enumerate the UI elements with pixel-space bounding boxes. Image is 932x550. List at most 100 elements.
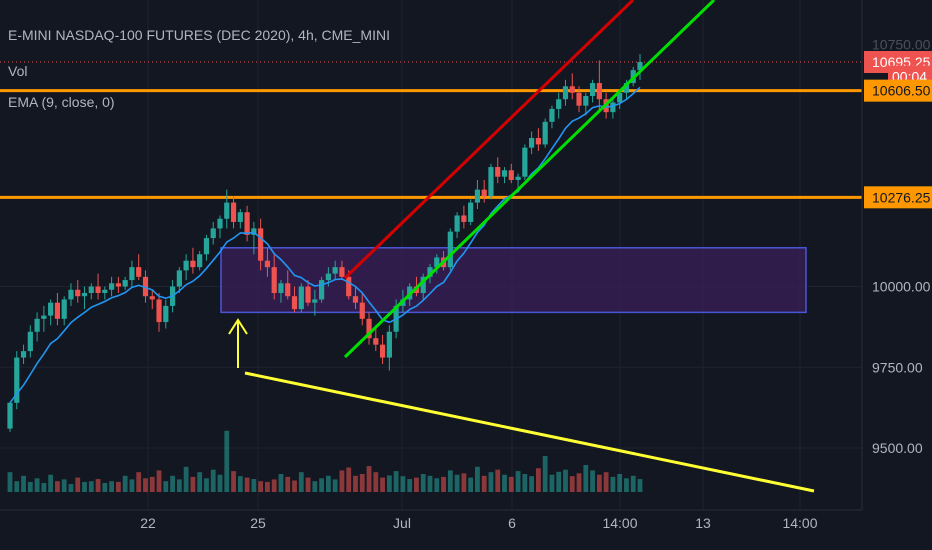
- candle-body: [27, 331, 33, 352]
- volume-bar: [41, 483, 47, 492]
- volume-bar: [231, 471, 236, 492]
- volume-bar: [447, 470, 453, 492]
- candle-body: [115, 283, 121, 287]
- volume-bar: [143, 478, 148, 492]
- price-tick-label: 9750.00: [872, 359, 923, 375]
- volume-bar: [244, 477, 250, 492]
- volume-bar: [522, 474, 528, 492]
- candle-body: [474, 189, 481, 203]
- volume-bar: [82, 481, 87, 492]
- volume-bar: [400, 476, 406, 492]
- candle-body: [7, 402, 13, 429]
- volume-bar: [102, 483, 108, 492]
- volume-bar: [136, 472, 142, 492]
- candle-body: [75, 289, 81, 297]
- level-price-label: 10606.50: [872, 83, 931, 99]
- volume-bar: [14, 481, 20, 492]
- candle-body: [623, 83, 630, 93]
- volume-bar: [204, 478, 209, 492]
- candle-body: [224, 202, 230, 219]
- price-tick-label: 10750.00: [872, 36, 931, 52]
- candle-body: [325, 273, 331, 281]
- ema-indicator-label[interactable]: EMA (9, close, 0): [8, 94, 115, 110]
- volume-bar: [502, 474, 507, 492]
- candle-body: [142, 276, 149, 297]
- volume-bar: [55, 481, 60, 492]
- candle-body: [583, 95, 589, 106]
- volume-bar: [427, 475, 433, 492]
- volume-bar: [495, 469, 501, 492]
- volume-bar: [217, 474, 223, 492]
- candle-body: [285, 283, 291, 297]
- volume-bar: [332, 479, 338, 492]
- trend-drawings[interactable]: [228, 0, 815, 493]
- volume-bar: [590, 470, 595, 492]
- candle-body: [637, 62, 643, 71]
- volume-bar: [549, 474, 555, 492]
- level-price-label-bg: [864, 186, 932, 209]
- volume-bar: [535, 468, 541, 492]
- candle-body: [217, 218, 223, 229]
- volume-bar: [129, 479, 135, 492]
- time-tick-label: 6: [508, 515, 516, 531]
- volume-bar: [109, 481, 115, 492]
- volume-bar: [75, 477, 81, 492]
- candle-body: [549, 108, 555, 122]
- volume-bar: [170, 475, 175, 492]
- candle-body: [556, 99, 562, 109]
- volume-indicator-label[interactable]: Vol: [8, 63, 28, 79]
- candle-body: [230, 202, 237, 222]
- volume-bar: [115, 481, 121, 492]
- volume-bar: [176, 479, 182, 492]
- volume-bar: [475, 466, 480, 492]
- candle-body: [495, 167, 501, 177]
- candle-body: [596, 83, 602, 100]
- volume-bar: [251, 479, 257, 492]
- time-axis[interactable]: 22 25 Jul 6 14:00 13 14:00: [140, 515, 818, 531]
- volume-bar: [630, 475, 636, 492]
- candle-body: [468, 202, 474, 222]
- up-arrow-head[interactable]: [228, 318, 248, 335]
- candle-body: [434, 257, 440, 268]
- volume-trend-line[interactable]: [244, 371, 815, 493]
- candle-body: [529, 137, 535, 148]
- candle-body: [61, 299, 67, 319]
- candle-body: [264, 260, 271, 268]
- volume-bar: [61, 479, 67, 492]
- volume-bar: [319, 478, 325, 492]
- volume-bar: [414, 477, 419, 492]
- red-channel-line[interactable]: [343, 0, 635, 280]
- volume-bar: [7, 472, 13, 492]
- volume-bar: [488, 472, 494, 492]
- volume-bar: [34, 478, 40, 492]
- volume-bar: [224, 430, 230, 492]
- candle-body: [278, 283, 284, 293]
- candle-body: [515, 176, 521, 180]
- volume-bar: [569, 476, 575, 492]
- time-tick-label: 25: [250, 515, 266, 531]
- volume-bar: [542, 456, 548, 492]
- candle-body: [20, 351, 27, 358]
- price-axis[interactable]: 9500.009750.0010000.0010750.0010695.2500…: [864, 36, 932, 456]
- candle-body: [542, 121, 548, 145]
- volume-bar: [298, 472, 304, 492]
- candle-body: [34, 318, 40, 332]
- volume-bar: [353, 475, 358, 492]
- candle-body: [183, 260, 189, 271]
- symbol-title[interactable]: E-MINI NASDAQ-100 FUTURES (DEC 2020), 4h…: [8, 27, 390, 43]
- consolidation-box[interactable]: [220, 247, 807, 314]
- green-channel-line[interactable]: [343, 0, 716, 359]
- candle-body: [610, 102, 616, 113]
- volume-bar: [434, 478, 440, 492]
- price-tick-label: 10000.00: [872, 279, 931, 295]
- horizontal-levels[interactable]: [0, 61, 862, 199]
- volume-bar: [407, 479, 413, 492]
- volume-bar: [617, 474, 623, 492]
- candle-body: [339, 267, 345, 277]
- candle-body: [102, 289, 108, 293]
- volume-bar: [285, 476, 291, 492]
- candle-body: [386, 331, 392, 358]
- candle-body: [68, 289, 74, 300]
- candle-body: [136, 267, 142, 277]
